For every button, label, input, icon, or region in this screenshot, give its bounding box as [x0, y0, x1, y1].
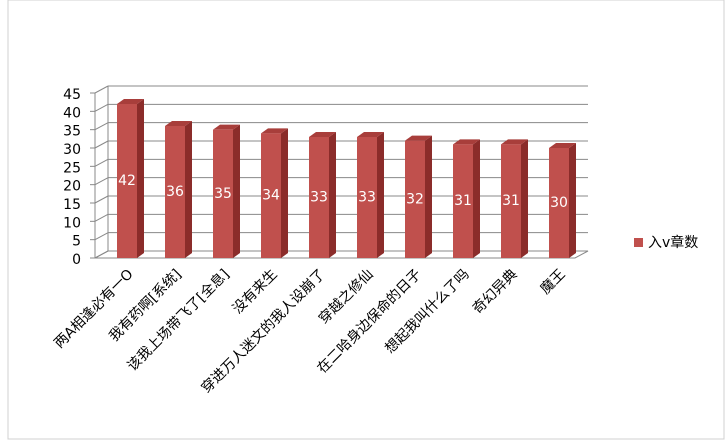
- value-label: 31: [502, 193, 520, 209]
- grid-line: [94, 140, 109, 149]
- bar-side: [569, 143, 576, 258]
- value-label: 33: [310, 190, 328, 206]
- bar-front: [213, 129, 233, 258]
- bar: [549, 143, 576, 258]
- bar-side: [521, 139, 528, 258]
- bar-side: [281, 128, 288, 258]
- legend-swatch: [634, 238, 643, 247]
- bar-top: [501, 139, 528, 145]
- bar-top: [549, 143, 576, 148]
- bar-top: [213, 124, 240, 130]
- y-tick-label: 35: [63, 124, 81, 140]
- grid-line: [94, 85, 109, 94]
- bar: [453, 139, 480, 258]
- value-label: 31: [454, 193, 472, 209]
- bar-front: [549, 148, 569, 258]
- bar: [405, 135, 432, 258]
- value-label: 34: [262, 188, 280, 204]
- bar-front: [501, 144, 521, 258]
- grid-line: [94, 250, 109, 259]
- bar: [261, 128, 288, 258]
- y-tick-label: 30: [63, 142, 81, 158]
- bar-top: [405, 135, 432, 141]
- y-tick-label: 40: [63, 105, 81, 121]
- bar-top: [453, 139, 480, 145]
- bar-front: [165, 126, 185, 258]
- y-tick-label: 10: [63, 215, 81, 231]
- bar-front: [405, 140, 425, 258]
- bar-side: [185, 121, 192, 258]
- bar-top: [117, 99, 144, 104]
- grid-line: [94, 158, 109, 167]
- bar-top: [357, 132, 384, 137]
- bar-side: [377, 132, 384, 258]
- bar-front: [357, 137, 377, 258]
- y-tick-label: 15: [63, 197, 81, 213]
- bar: [117, 99, 144, 258]
- grid-line: [94, 177, 109, 186]
- y-tick-label: 25: [63, 160, 81, 176]
- grid-line: [94, 195, 109, 204]
- grid-line: [94, 122, 109, 131]
- value-label: 32: [406, 191, 424, 207]
- grid-line: [94, 232, 109, 241]
- bar-top: [165, 121, 192, 126]
- bar-side: [425, 135, 432, 258]
- bar: [357, 132, 384, 258]
- value-label: 36: [166, 184, 184, 200]
- value-label: 30: [550, 195, 568, 211]
- bar-front: [453, 144, 473, 258]
- legend-label: 入v章数: [648, 234, 698, 251]
- bar-front: [309, 137, 329, 258]
- grid-line: [94, 213, 109, 222]
- bar-top: [261, 128, 288, 134]
- bar: [309, 132, 336, 258]
- bar-top: [309, 132, 336, 137]
- bar-side: [473, 139, 480, 258]
- bar-side: [137, 99, 144, 258]
- y-tick-label: 45: [63, 87, 81, 103]
- value-label: 42: [118, 173, 136, 189]
- y-tick-label: 0: [72, 252, 81, 268]
- bar: [501, 139, 528, 258]
- y-tick-label: 20: [63, 179, 81, 195]
- bar-front: [117, 104, 137, 258]
- y-tick-label: 5: [72, 234, 81, 250]
- value-label: 35: [214, 186, 232, 202]
- bar-side: [233, 124, 240, 259]
- grid-line: [94, 103, 109, 112]
- bar: [213, 124, 240, 259]
- bar: [165, 121, 192, 258]
- bar-side: [329, 132, 336, 258]
- value-label: 33: [358, 190, 376, 206]
- bar-front: [261, 133, 281, 258]
